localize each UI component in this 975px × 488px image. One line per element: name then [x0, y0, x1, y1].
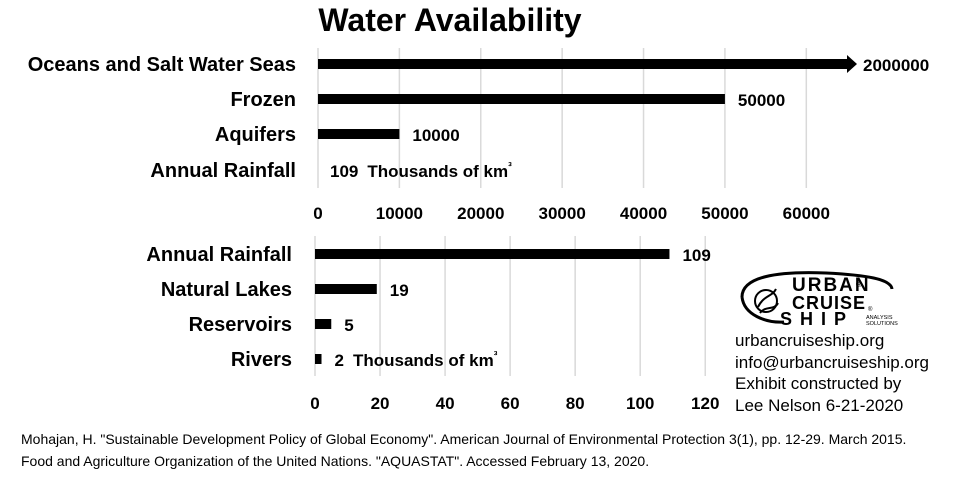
data-label-0-1: 50000 [738, 91, 785, 110]
x-tick-label-1-3: 60 [501, 394, 520, 413]
source-1: Mohajan, H. "Sustainable Development Pol… [21, 431, 907, 447]
urban-cruise-ship-logo: URBAN CRUISE SHIP ® ® ANALYSIS SOLUTIONS [736, 267, 906, 329]
bar-1-3 [315, 354, 322, 364]
category-label-0-3: Annual Rainfall [150, 160, 296, 182]
x-tick-label-1-6: 120 [691, 394, 719, 413]
logo-line-3: SHIP [780, 309, 854, 329]
category-label-1-2: Reservoirs [189, 314, 292, 336]
x-tick-label-1-2: 40 [436, 394, 455, 413]
unit-label-0: Thousands of km³ [367, 161, 512, 181]
data-label-1-0: 109 [682, 246, 710, 265]
sources: Mohajan, H. "Sustainable Development Pol… [21, 428, 906, 472]
data-label-1-3: 2 [335, 351, 344, 370]
credit-line-1: Exhibit constructed by [735, 374, 902, 393]
x-tick-label-0-2: 20000 [457, 204, 504, 223]
category-label-1-3: Rivers [231, 349, 292, 371]
bar-arrow-0-0 [847, 55, 857, 73]
category-label-1-1: Natural Lakes [161, 279, 292, 301]
source-2: Food and Agriculture Organization of the… [21, 453, 650, 469]
data-label-0-0: 2000000 [863, 56, 929, 75]
data-label-1-1: 19 [390, 281, 409, 300]
x-tick-label-0-5: 50000 [701, 204, 748, 223]
bar-0-2 [318, 129, 400, 139]
data-label-0-3: 109 [330, 162, 358, 181]
bar-1-2 [315, 319, 332, 329]
x-tick-label-1-4: 80 [566, 394, 585, 413]
x-tick-label-0-1: 10000 [376, 204, 423, 223]
category-label-0-0: Oceans and Salt Water Seas [28, 54, 296, 76]
logo-line-2: CRUISE [792, 293, 866, 313]
bar-0-1 [318, 94, 725, 104]
logo-registered-mark-small: ® [868, 306, 873, 313]
x-tick-label-1-0: 0 [310, 394, 319, 413]
category-label-0-2: Aquifers [215, 124, 296, 146]
x-tick-label-0-0: 0 [313, 204, 322, 223]
logo-tagline-1: ANALYSIS [866, 315, 893, 321]
x-tick-label-0-6: 60000 [783, 204, 830, 223]
email-link[interactable]: info@urbancruiseship.org [735, 352, 929, 372]
bar-0-0 [318, 59, 847, 69]
data-label-0-2: 10000 [412, 126, 459, 145]
website-link[interactable]: urbancruiseship.org [735, 331, 885, 350]
credit-line-2: Lee Nelson 6-21-2020 [735, 395, 904, 415]
x-tick-label-0-4: 40000 [620, 204, 667, 223]
chart-title: Water Availability [318, 2, 582, 38]
logo-tagline-2: SOLUTIONS [866, 321, 898, 327]
x-tick-label-1-1: 20 [371, 394, 390, 413]
logo-registered-mark: ® [856, 280, 862, 289]
contact-info: urbancruiseship.org info@urbancruiseship… [735, 330, 929, 416]
bar-1-1 [315, 284, 377, 294]
logo-line-1: URBAN [792, 275, 871, 296]
x-tick-label-0-3: 30000 [539, 204, 586, 223]
category-label-0-1: Frozen [230, 89, 296, 111]
bar-1-0 [315, 249, 670, 259]
data-label-1-2: 5 [344, 316, 353, 335]
x-tick-label-1-5: 100 [626, 394, 654, 413]
unit-label-1: Thousands of km³ [353, 350, 498, 370]
category-label-1-0: Annual Rainfall [146, 244, 292, 266]
